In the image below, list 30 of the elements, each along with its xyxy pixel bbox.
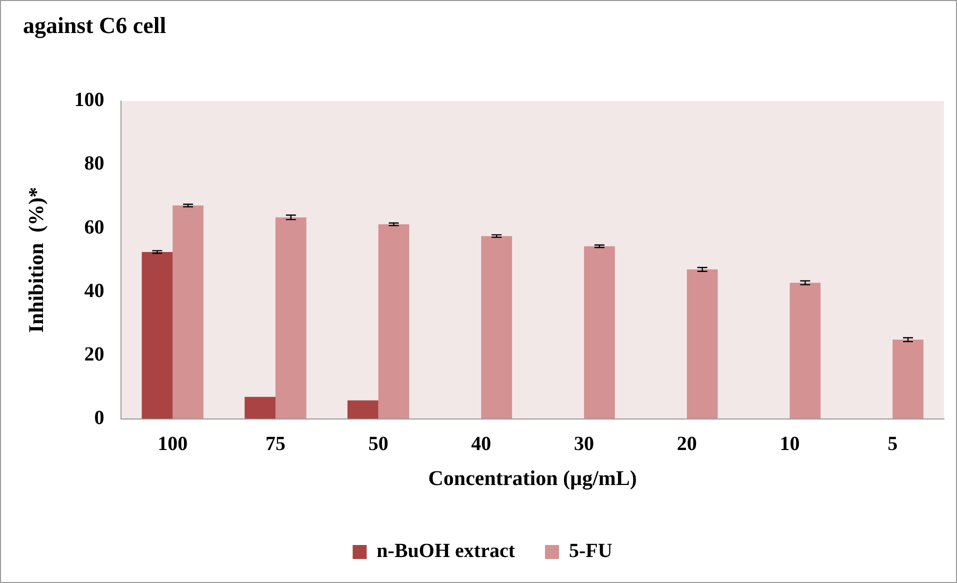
y-axis-title: Inhibition (%)* [24, 186, 48, 333]
y-tick-label: 80 [84, 152, 104, 175]
bar [892, 340, 924, 419]
x-axis-title: Concentration (µg/mL) [428, 466, 637, 490]
x-tick-label: 30 [574, 432, 594, 455]
bar [347, 400, 378, 419]
bar [481, 236, 512, 419]
y-tick-label: 100 [74, 89, 104, 112]
bar [244, 396, 276, 419]
y-tick-label: 20 [84, 343, 104, 366]
bar [172, 206, 204, 419]
bar [275, 217, 306, 419]
x-tick-label: 50 [368, 432, 388, 455]
x-tick-label: 5 [888, 432, 898, 455]
x-tick-label: 75 [265, 432, 286, 455]
bar [790, 282, 821, 419]
bar [686, 269, 718, 419]
y-tick-label: 60 [84, 216, 104, 238]
bar [378, 224, 410, 419]
x-tick-label: 20 [676, 432, 697, 455]
legend-label: n-BuOH extract [376, 540, 516, 562]
chart-title: against C6 cell [23, 13, 166, 39]
y-tick-label: 0 [94, 406, 104, 429]
y-tick-label: 40 [84, 280, 104, 302]
x-tick-label: 100 [158, 432, 188, 455]
x-tick-label: 10 [780, 432, 800, 455]
x-tick-label: 40 [471, 432, 492, 455]
legend-label: 5-FU [568, 540, 612, 562]
bar [142, 252, 173, 419]
bar [584, 246, 615, 419]
